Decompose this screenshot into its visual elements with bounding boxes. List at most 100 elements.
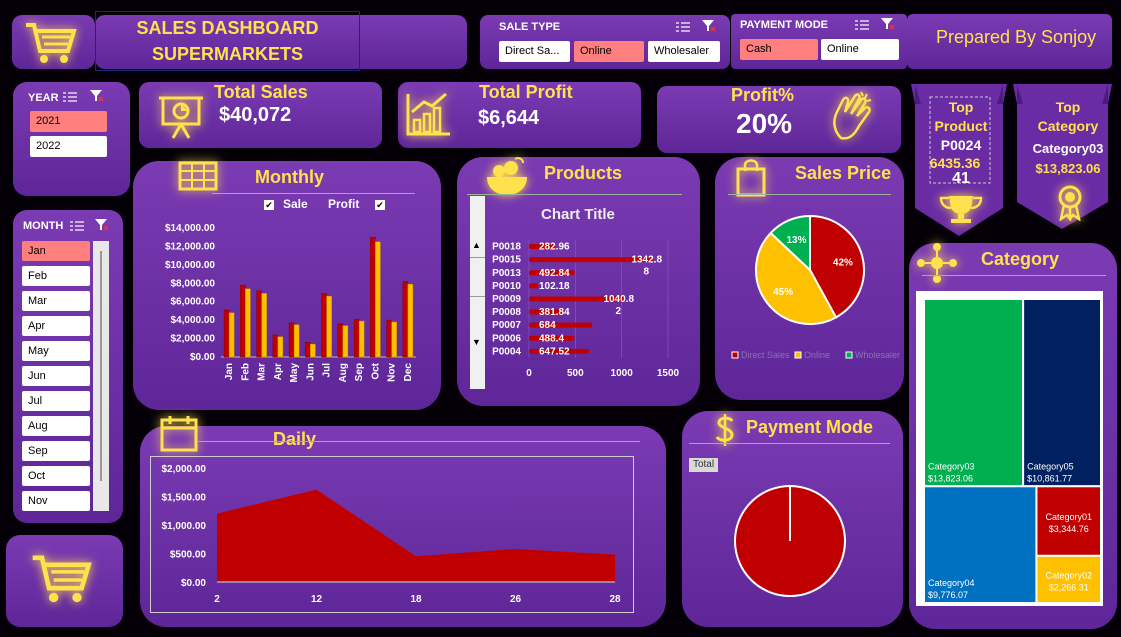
products-chart-title: Chart Title: [541, 206, 615, 223]
bar-profit-apr: [277, 336, 284, 358]
payment-option-cash[interactable]: Cash: [740, 39, 818, 60]
y-tick-label: $12,000.00: [165, 241, 215, 252]
clear-filter-icon[interactable]: [702, 20, 716, 32]
bar-sale-sep: [353, 318, 360, 358]
bar-profit-jan: [228, 312, 235, 358]
month-option-mar[interactable]: Mar: [22, 291, 90, 311]
month-option-jul[interactable]: Jul: [22, 391, 90, 411]
x-tick-label: Feb: [240, 363, 251, 381]
profit-legend-label: Profit: [328, 197, 360, 211]
y-tick-label: $14,000.00: [165, 223, 215, 234]
daily-chart-panel: Daily $0.00 $500.00 $1,000.00 $1,500.00 $2,0…: [140, 416, 666, 627]
total-profit-label: Total Profit: [479, 82, 573, 102]
month-option-sep[interactable]: Sep: [22, 441, 90, 461]
clapping-hands-icon: [833, 91, 872, 140]
sale-type-option-online[interactable]: Online: [574, 41, 644, 62]
scroll-up-arrow-icon[interactable]: ▲: [472, 240, 481, 250]
sale-type-option-wholesaler[interactable]: Wholesaler: [648, 41, 720, 62]
top-product-count: 41: [952, 170, 970, 187]
y-tick-label: $6,000.00: [171, 297, 216, 308]
sale-type-header: SALE TYPE: [499, 21, 561, 33]
dashboard-title-line2: SUPERMARKETS: [151, 44, 303, 64]
year-option-2022[interactable]: 2022: [30, 136, 107, 157]
shopping-bag-icon: [736, 159, 766, 197]
y-tick-label: P0007: [492, 320, 521, 331]
total-profit-card: Total Profit $6,644: [398, 82, 641, 148]
bar-profit-may: [293, 324, 300, 358]
y-tick-label: P0009: [492, 294, 521, 305]
treemap-value: $3,344.76: [1049, 524, 1089, 534]
presentation-chart-icon: [159, 96, 203, 139]
x-tick-label: 18: [410, 594, 422, 605]
y-tick-label: P0015: [492, 255, 521, 266]
payment-option-online[interactable]: Online: [821, 39, 899, 60]
payment-mode-header: PAYMENT MODE: [740, 19, 829, 31]
month-slicer: MONTH Jan Feb Mar Apr May Jun Jul Aug Sep Oct Nov: [13, 210, 123, 523]
bar-sale-aug: [337, 323, 344, 358]
top-category-name: Category03: [1032, 141, 1104, 156]
payment-total-filter-button[interactable]: Total: [689, 458, 718, 472]
month-option-aug[interactable]: Aug: [22, 416, 90, 436]
month-scrollbar[interactable]: [93, 241, 109, 511]
daily-title-rule: [197, 441, 640, 442]
shopping-cart-icon: [32, 555, 92, 603]
slice-direct-sales: [809, 214, 865, 319]
x-tick-label: 0: [526, 368, 532, 379]
clear-filter-icon[interactable]: [881, 18, 895, 30]
month-option-nov[interactable]: Nov: [22, 491, 90, 511]
monthly-bar-chart: $0.00 $2,000.00 $4,000.00 $6,000.00 $8,000.0…: [165, 223, 416, 382]
bar-profit-nov: [391, 321, 397, 358]
sale-legend-checkbox[interactable]: ✔: [264, 200, 274, 210]
prepared-by-panel: Prepared By Sonjoy: [907, 14, 1112, 69]
y-tick-label: $8,000.00: [171, 278, 216, 289]
legend-swatch: [845, 351, 853, 359]
bar-sale-jan: [223, 309, 230, 358]
legend-label: Direct Sales: [741, 350, 790, 360]
total-sales-value: $40,072: [219, 104, 292, 126]
multi-select-icon[interactable]: [70, 220, 84, 232]
y-tick-label: $2,000.00: [162, 464, 207, 475]
products-bar-chart: 0 500 1000 1500 P0018 282.96 P0015 1342.88 P0013…: [492, 240, 680, 379]
bar-sale-nov: [386, 319, 392, 358]
month-option-may[interactable]: May: [22, 341, 90, 361]
multi-select-icon[interactable]: [676, 21, 690, 33]
year-option-2021[interactable]: 2021: [30, 111, 107, 132]
treemap-value: $9,776.07: [928, 590, 968, 600]
slice-wholesaler: [769, 214, 811, 273]
multi-select-icon[interactable]: [855, 19, 869, 31]
x-tick-label: 1500: [657, 368, 680, 379]
total-profit-value: $6,644: [478, 107, 540, 129]
sale-type-option-direct[interactable]: Direct Sa...: [499, 41, 570, 62]
top-category-value: $13,823.06: [1035, 161, 1101, 176]
x-tick-label: Oct: [370, 362, 381, 379]
y-tick-label: P0004: [492, 346, 521, 357]
treemap-label: Category04: [928, 578, 975, 588]
month-option-oct[interactable]: Oct: [22, 466, 90, 486]
year-slicer: YEAR 2021 2022: [13, 82, 130, 196]
x-tick-label: 28: [609, 594, 621, 605]
title-box: [95, 11, 360, 71]
x-tick-label: Apr: [273, 363, 284, 380]
y-tick-label: $0.00: [181, 578, 206, 589]
month-option-apr[interactable]: Apr: [22, 316, 90, 336]
treemap-value: $10,861.77: [1027, 473, 1072, 483]
bar-sale-jun: [305, 342, 311, 358]
data-label: 1342.8: [631, 255, 662, 266]
bar-sale-jul: [321, 293, 327, 358]
month-option-feb[interactable]: Feb: [22, 266, 90, 286]
clear-filter-icon[interactable]: [90, 90, 104, 102]
y-tick-label: $1,000.00: [162, 521, 207, 532]
month-option-jun[interactable]: Jun: [22, 366, 90, 386]
shopping-cart-icon: [26, 23, 77, 63]
calendar-grid-icon: [178, 161, 218, 191]
products-scrollbar[interactable]: ▲ ▼: [470, 196, 485, 389]
clear-filter-icon[interactable]: [95, 219, 109, 231]
month-option-jan[interactable]: Jan: [22, 241, 90, 261]
logo-panel: [12, 15, 95, 69]
products-title-rule: [467, 194, 682, 195]
scroll-down-arrow-icon[interactable]: ▼: [472, 337, 481, 347]
monthly-chart-panel: Monthly ✔ Sale Profit ✔ $0.00 $2,000.00 $4…: [133, 161, 441, 410]
profit-legend-checkbox[interactable]: ✔: [375, 200, 385, 210]
multi-select-icon[interactable]: [63, 91, 77, 103]
y-tick-label: P0018: [492, 242, 521, 253]
